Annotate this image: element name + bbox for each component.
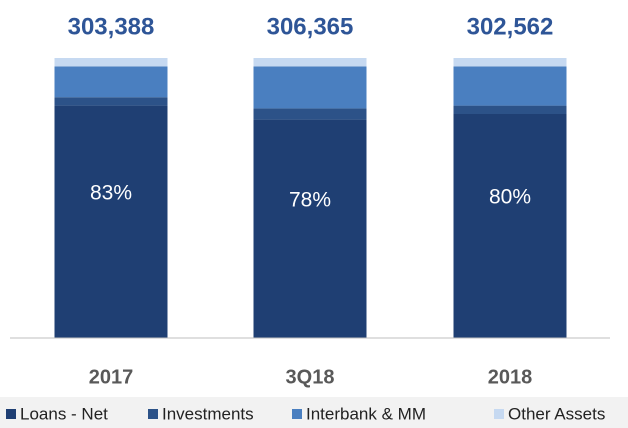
bar-segment xyxy=(54,97,168,106)
legend-swatch xyxy=(6,409,16,419)
total-label: 306,365 xyxy=(267,13,354,40)
legend-label: Loans - Net xyxy=(20,404,108,423)
bar-segment xyxy=(453,114,567,338)
bar-segment xyxy=(54,66,168,98)
x-tick-label: 2018 xyxy=(488,366,533,388)
total-label: 302,562 xyxy=(467,13,554,40)
bar-segment xyxy=(253,58,367,67)
data-label: 83% xyxy=(90,181,132,204)
bar-segment xyxy=(54,105,168,338)
x-tick-label: 2017 xyxy=(89,366,134,388)
legend-swatch xyxy=(148,409,158,419)
legend-label: Investments xyxy=(162,404,254,423)
x-tick-label: 3Q18 xyxy=(286,366,335,388)
bar-segment xyxy=(453,105,567,114)
bar-segment xyxy=(54,58,168,67)
bar-segment xyxy=(453,66,567,106)
legend-band xyxy=(0,397,628,428)
legend-label: Other Assets xyxy=(508,404,605,423)
bar-segment xyxy=(253,66,367,109)
legend-label: Interbank & MM xyxy=(306,404,426,423)
legend-swatch xyxy=(292,409,302,419)
bar-segment xyxy=(253,108,367,120)
data-label: 78% xyxy=(289,188,331,211)
bar-segment xyxy=(453,58,567,67)
bar-segment xyxy=(253,119,367,338)
legend-swatch xyxy=(494,409,504,419)
total-label: 303,388 xyxy=(68,13,155,40)
data-label: 80% xyxy=(489,186,531,209)
